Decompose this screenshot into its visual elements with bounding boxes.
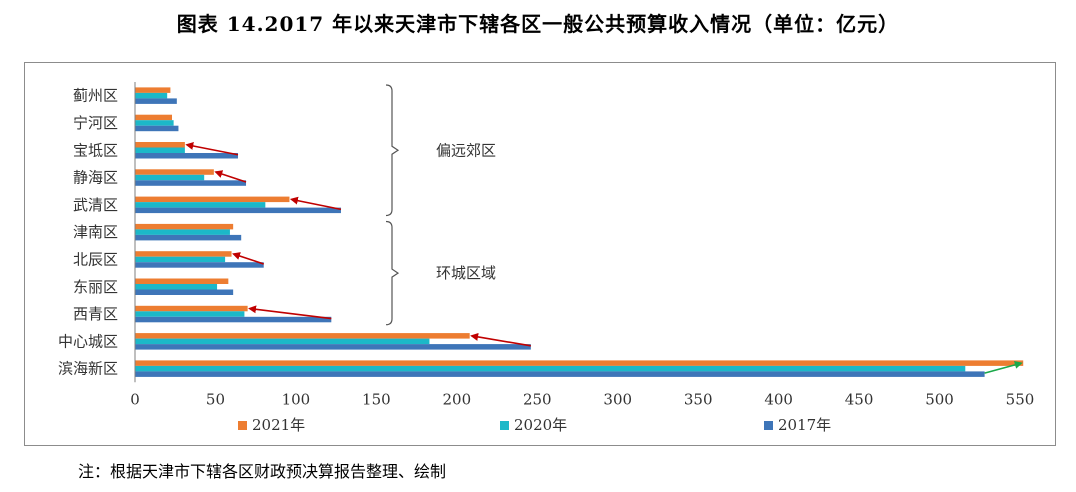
bar-2017年 (135, 234, 242, 241)
category-label: 滨海新区 (58, 360, 118, 378)
bar-2020年 (135, 174, 205, 181)
category-label: 西青区 (73, 305, 118, 323)
category-label: 武清区 (73, 196, 118, 214)
bar-2017年 (135, 289, 234, 295)
legend-swatch (238, 421, 247, 430)
category-label: 东丽区 (73, 278, 118, 296)
bar-2021年 (135, 196, 290, 203)
group-label: 环城区域 (436, 264, 496, 282)
trend-arrow (470, 332, 531, 347)
trend-arrow (185, 142, 239, 156)
bar-2020年 (135, 147, 185, 153)
trend-arrow (289, 196, 342, 211)
bar-2021年 (135, 333, 470, 339)
bar-2021年 (135, 114, 173, 121)
bar-2021年 (135, 87, 171, 93)
bar-2020年 (135, 284, 218, 290)
group-bracket (385, 84, 400, 217)
x-tick-label: 550 (1006, 390, 1035, 408)
category-label: 宝坻区 (73, 141, 118, 159)
category-label: 北辰区 (73, 250, 118, 268)
x-tick-label: 400 (764, 390, 793, 408)
bar-2020年 (135, 311, 245, 317)
bar-2017年 (135, 180, 247, 186)
category-label: 静海区 (73, 169, 118, 187)
legend-swatch (500, 421, 509, 430)
source-note: 注：根据天津市下辖各区财政预决算报告整理、绘制 (78, 462, 447, 481)
bar-2017年 (135, 207, 341, 214)
category-label: 宁河区 (73, 114, 118, 132)
bar-2021年 (135, 360, 1024, 366)
x-tick-label: 500 (925, 390, 954, 408)
legend-label: 2021年 (252, 416, 305, 434)
bar-2020年 (135, 92, 168, 99)
legend-label: 2020年 (514, 416, 567, 434)
trend-arrow (984, 360, 1023, 374)
bar-2017年 (135, 316, 332, 323)
x-tick-label: 300 (603, 390, 632, 408)
bar-2021年 (135, 305, 248, 312)
bar-2017年 (135, 98, 177, 104)
x-tick-label: 250 (523, 390, 552, 408)
bar-2020年 (135, 202, 266, 208)
bar-2020年 (135, 229, 230, 235)
x-tick-label: 100 (282, 390, 311, 408)
group-bracket (385, 220, 400, 326)
trend-arrow (232, 252, 264, 265)
chart-frame (24, 62, 1056, 446)
bar-2020年 (135, 256, 226, 263)
trend-arrow (248, 305, 332, 320)
trend-arrow (214, 170, 247, 183)
category-label: 津南区 (73, 223, 118, 241)
bar-2020年 (135, 338, 430, 345)
x-tick-label: 50 (206, 390, 225, 408)
legend-label: 2017年 (778, 416, 831, 434)
bar-2017年 (135, 262, 264, 268)
bar-2017年 (135, 153, 238, 159)
group-label: 偏远郊区 (436, 141, 496, 159)
bar-2017年 (135, 371, 985, 377)
bar-2020年 (135, 120, 174, 126)
x-tick-label: 200 (442, 390, 471, 408)
x-tick-label: 0 (130, 390, 140, 408)
bar-2017年 (135, 344, 531, 350)
bar-2021年 (135, 142, 185, 148)
bar-2021年 (135, 169, 214, 175)
x-tick-label: 450 (845, 390, 874, 408)
bar-2017年 (135, 125, 179, 132)
chart-title: 图表 14.2017 年以来天津市下辖各区一般公共预算收入情况（单位：亿元） (176, 12, 900, 36)
x-tick-label: 350 (684, 390, 713, 408)
legend-swatch (764, 421, 773, 430)
bar-2021年 (135, 278, 229, 284)
category-label: 中心城区 (58, 332, 118, 350)
x-tick-label: 150 (362, 390, 391, 408)
bar-2021年 (135, 223, 234, 230)
category-label: 蓟州区 (73, 87, 118, 105)
bar-2021年 (135, 251, 232, 257)
bar-2020年 (135, 365, 966, 372)
